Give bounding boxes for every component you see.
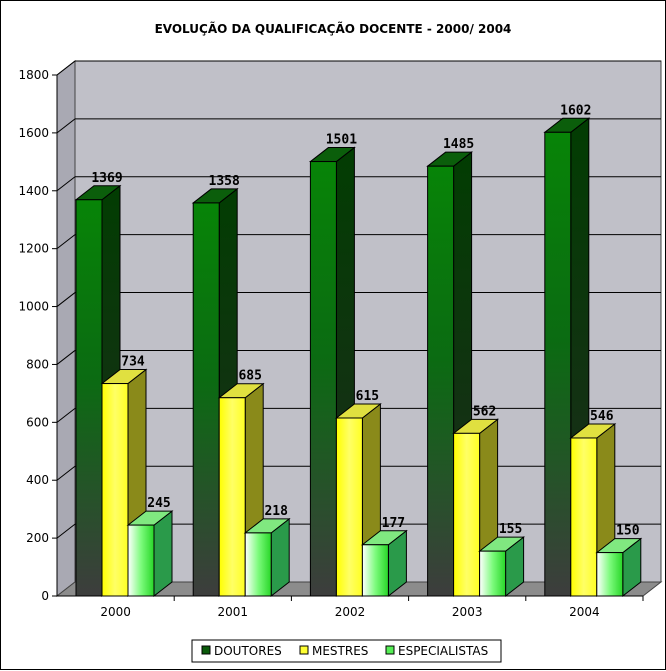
data-label-doutores-2001: 1358 [209,174,240,189]
y-tick-label: 800 [26,357,49,371]
bar-front [244,532,272,597]
gridline-side [56,465,76,481]
data-label-mestres-2004: 546 [590,409,614,424]
bar-front [335,417,363,597]
y-tick-label: 400 [26,473,49,487]
legend-swatch-especialistas [385,645,395,655]
data-label-mestres-2001: 685 [238,369,261,384]
data-label-especialistas-2001: 218 [264,504,288,519]
bar-especialistas-2002 [360,529,408,598]
bar-front [75,199,103,597]
bar-front [309,161,337,597]
bar-especialistas-2000 [126,510,174,598]
bar-front [479,550,507,597]
y-tick-label: 600 [26,415,49,429]
data-label-doutores-2000: 1369 [91,171,122,186]
side-wall [56,59,76,598]
bar-especialistas-2001 [243,517,291,598]
legend-box [191,639,502,663]
gridline-side [56,350,76,365]
y-tick-label: 0 [41,589,49,603]
data-label-doutores-2003: 1485 [443,137,474,152]
y-tick-label: 1000 [18,300,49,314]
gridline-side [56,60,76,76]
bar-front [127,524,155,597]
x-tick-label: 2004 [569,605,600,619]
bar-front [361,544,389,597]
y-tick-label: 1200 [18,242,49,256]
x-tick-label: 2000 [100,605,131,619]
chart-title: EVOLUÇÃO DA QUALIFICAÇÃO DOCENTE - 2000/… [155,21,512,36]
data-label-doutores-2002: 1501 [326,133,357,148]
legend-label-mestres: MESTRES [312,644,368,658]
data-label-mestres-2003: 562 [473,404,496,419]
y-tick-label: 1800 [18,68,49,82]
gridline-side [56,176,76,192]
data-label-especialistas-2004: 150 [616,524,640,539]
bar-side [153,510,173,598]
legend-swatch-mestres [299,645,309,655]
y-tick-label: 200 [26,531,49,545]
bar-especialistas-2003 [478,536,526,598]
gridline-side [56,292,76,307]
x-tick-label: 2003 [452,605,483,619]
bar-front [596,552,624,597]
data-label-especialistas-2002: 177 [382,516,405,531]
bar-front [453,432,481,597]
bar-front [570,437,598,597]
y-tick-label: 1600 [18,126,49,140]
bar-especialistas-2004 [595,537,643,598]
gridline-side [56,523,76,539]
legend-label-especialistas: ESPECIALISTAS [398,644,488,658]
x-tick-label: 2002 [335,605,366,619]
data-label-especialistas-2003: 155 [499,522,522,537]
bar-front [218,397,246,597]
bar-front [101,383,129,597]
legend-label-doutores: DOUTORES [214,644,282,658]
data-label-doutores-2004: 1602 [560,103,591,118]
x-tick-label: 2001 [218,605,249,619]
bar-front [544,131,572,597]
bar-front [427,165,455,597]
bar-front [192,202,220,597]
gridline-side [56,234,76,250]
data-label-especialistas-2000: 245 [147,496,170,511]
gridline-side [56,118,76,134]
legend-swatch-doutores [201,645,211,655]
data-label-mestres-2002: 615 [356,389,379,404]
gridline-side [56,407,76,423]
legend: DOUTORES MESTRES ESPECIALISTAS [191,639,502,663]
y-tick-label: 1400 [18,184,49,198]
data-label-mestres-2000: 734 [121,355,145,370]
